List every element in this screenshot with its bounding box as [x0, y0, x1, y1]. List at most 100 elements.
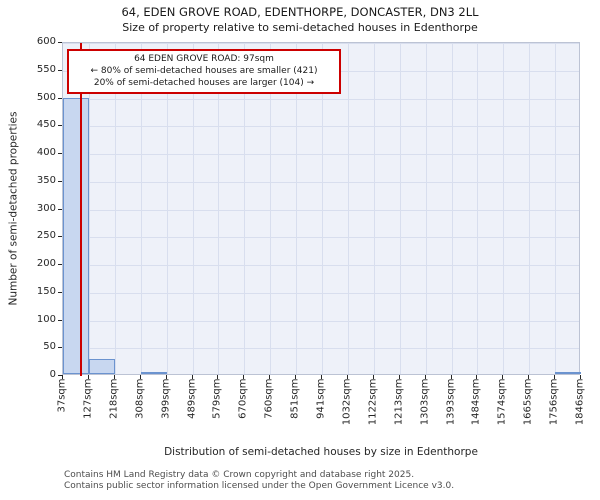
- x-tick-label: 308sqm: [134, 378, 146, 419]
- y-tick-label: 250: [36, 230, 56, 242]
- x-tick-label: 489sqm: [186, 378, 197, 419]
- y-tick-mark: [58, 291, 62, 293]
- x-tick-mark: [243, 375, 245, 379]
- x-tick-mark: [113, 375, 115, 379]
- grid-line-vertical: [166, 43, 168, 374]
- grid-line-horizontal: [63, 98, 579, 100]
- x-tick-label: 1484sqm: [470, 378, 482, 426]
- plot-area: 64 EDEN GROVE ROAD: 97sqm ← 80% of semi-…: [62, 42, 581, 376]
- grid-line-vertical: [218, 43, 220, 374]
- grid-line-vertical: [88, 43, 90, 374]
- x-tick-label: 1122sqm: [367, 378, 379, 426]
- grid-line-vertical: [399, 43, 401, 374]
- y-tick-label: 500: [36, 91, 56, 103]
- x-tick-label: 1213sqm: [393, 378, 405, 426]
- x-tick-label: 851sqm: [289, 378, 301, 419]
- x-tick-label: 1032sqm: [341, 378, 353, 426]
- y-tick-label: 400: [36, 147, 56, 158]
- x-tick-label: 1574sqm: [496, 378, 508, 426]
- grid-line-vertical: [270, 43, 272, 374]
- x-tick-mark: [295, 375, 297, 379]
- x-tick-mark: [87, 375, 89, 379]
- grid-line-vertical: [451, 43, 453, 374]
- footer-line1: Contains HM Land Registry data © Crown c…: [64, 470, 415, 480]
- y-tick-mark: [58, 69, 62, 71]
- x-tick-label: 1393sqm: [445, 378, 456, 426]
- y-tick-label: 100: [36, 313, 56, 325]
- grid-line-vertical: [503, 43, 505, 374]
- grid-line-horizontal: [63, 209, 579, 211]
- grid-line-horizontal: [63, 154, 579, 155]
- grid-line-vertical: [140, 43, 142, 374]
- x-tick-label: 1665sqm: [522, 378, 534, 426]
- x-tick-label: 1756sqm: [548, 378, 560, 426]
- grid-line-vertical: [347, 43, 349, 374]
- x-tick-mark: [62, 375, 63, 379]
- x-tick-mark: [321, 375, 322, 379]
- property-marker-line: [80, 43, 82, 376]
- x-tick-mark: [217, 375, 219, 379]
- grid-line-vertical: [114, 43, 116, 374]
- histogram-bar: [63, 97, 89, 374]
- chart-subtitle: Size of property relative to semi-detach…: [122, 21, 478, 34]
- y-tick-label: 200: [36, 258, 56, 269]
- grid-line-vertical: [529, 43, 531, 374]
- x-tick-label: 127sqm: [82, 378, 94, 419]
- x-tick-mark: [398, 375, 400, 379]
- y-tick-mark: [58, 180, 62, 182]
- x-tick-mark: [139, 375, 141, 379]
- grid-line-horizontal: [63, 265, 579, 266]
- y-tick-label: 600: [36, 36, 56, 47]
- x-tick-mark: [554, 375, 556, 379]
- x-tick-label: 1303sqm: [419, 378, 431, 426]
- x-tick-label: 670sqm: [237, 378, 249, 419]
- annotation-larger-text: 20% of semi-detached houses are larger (…: [93, 78, 315, 88]
- y-tick-mark: [58, 125, 62, 127]
- grid-line-vertical: [555, 43, 557, 374]
- x-tick-label: 760sqm: [263, 378, 275, 419]
- x-tick-mark: [450, 375, 452, 379]
- y-tick-mark: [58, 264, 62, 265]
- annotation-title: 64 EDEN GROVE ROAD: 97sqm: [134, 54, 274, 64]
- grid-line-vertical: [296, 43, 298, 374]
- x-tick-mark: [502, 375, 504, 379]
- x-tick-label: 37sqm: [56, 378, 68, 413]
- footer-line2: Contains public sector information licen…: [64, 481, 455, 491]
- x-tick-mark: [528, 375, 530, 379]
- x-tick-mark: [424, 375, 426, 379]
- x-tick-label: 579sqm: [211, 378, 223, 419]
- x-axis-label: Distribution of semi-detached houses by …: [164, 446, 478, 458]
- x-tick-mark: [165, 375, 167, 379]
- histogram-bar: [140, 372, 167, 374]
- y-tick-mark: [58, 97, 62, 99]
- y-tick-mark: [58, 42, 62, 43]
- x-tick-mark: [372, 375, 374, 379]
- grid-line-vertical: [425, 43, 427, 374]
- y-tick-mark: [58, 319, 62, 321]
- annotation-smaller-text: ← 80% of semi-detached houses are smalle…: [90, 66, 318, 76]
- grid-line-horizontal: [63, 292, 579, 294]
- x-tick-label: 1846sqm: [574, 378, 586, 426]
- grid-line-horizontal: [63, 237, 579, 239]
- x-tick-label: 941sqm: [315, 378, 327, 419]
- grid-line-horizontal: [63, 320, 579, 322]
- chart-title: 64, EDEN GROVE ROAD, EDENTHORPE, DONCAST…: [121, 5, 479, 19]
- grid-line-horizontal: [63, 181, 579, 183]
- x-tick-mark: [269, 375, 271, 379]
- grid-line-vertical: [322, 43, 323, 374]
- histogram-bar: [88, 359, 115, 374]
- y-tick-label: 350: [36, 174, 56, 186]
- grid-line-vertical: [373, 43, 375, 374]
- grid-line-horizontal: [63, 43, 579, 44]
- x-tick-label: 399sqm: [160, 378, 172, 419]
- grid-line-horizontal: [63, 126, 579, 128]
- y-tick-label: 450: [36, 119, 56, 131]
- annotation-box: 64 EDEN GROVE ROAD: 97sqm ← 80% of semi-…: [67, 49, 341, 94]
- y-tick-label: 150: [36, 285, 56, 297]
- grid-line-vertical: [477, 43, 479, 374]
- y-tick-label: 300: [36, 202, 56, 214]
- y-tick-label: 550: [36, 63, 56, 75]
- y-tick-mark: [58, 375, 62, 376]
- y-tick-label: 0: [49, 369, 56, 380]
